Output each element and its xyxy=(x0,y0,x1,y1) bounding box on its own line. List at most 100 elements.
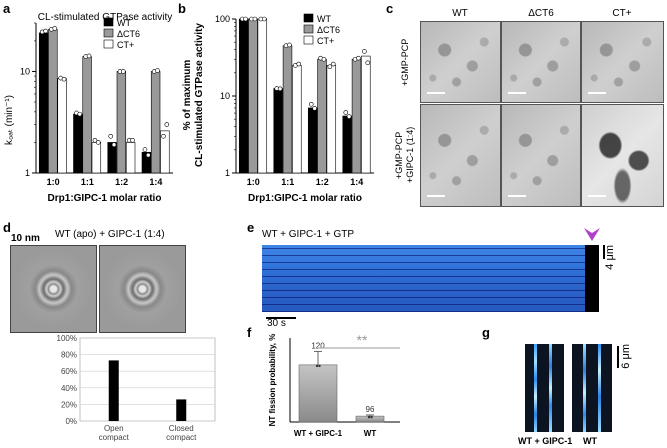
bar-CT+-1:0 xyxy=(257,18,268,174)
data-point xyxy=(346,114,352,119)
bar-ΔCT6-1:0 xyxy=(48,29,58,174)
legend-label-2: CT+ xyxy=(117,40,134,50)
y-tick-label: 20% xyxy=(61,400,77,409)
data-point xyxy=(92,137,98,143)
data-point xyxy=(61,76,67,82)
data-point xyxy=(145,152,151,158)
bar-ΔCT6-1:2 xyxy=(116,71,127,174)
y-tick-label: 60% xyxy=(61,367,77,376)
panel-label-f: f xyxy=(247,325,252,340)
chart-a-ylabel: k₀ₐₜ (min⁻¹) xyxy=(4,95,15,145)
bar-WT-1:1 xyxy=(73,113,83,174)
x-tick-label: 1:0 xyxy=(47,177,60,187)
data-point xyxy=(367,415,371,419)
data-point xyxy=(164,122,170,127)
data-point xyxy=(130,137,135,143)
data-point xyxy=(243,16,248,22)
magenta-arrowhead-icon xyxy=(584,228,600,241)
scale-bar-4um-label: 4 μm xyxy=(604,245,616,270)
bar-CT+-1:2 xyxy=(326,65,337,174)
bar-ΔCT6-1:1 xyxy=(82,56,92,174)
scale-bar-6um-label: 6 μm xyxy=(620,344,632,369)
bar-CT+-1:4 xyxy=(160,130,170,174)
data-point xyxy=(86,53,92,59)
em-col-dct6: ΔCT6 xyxy=(528,8,554,19)
bar-1 xyxy=(176,399,187,421)
em-col-ctplus: CT+ xyxy=(612,8,632,19)
panel-label-a: a xyxy=(3,1,11,16)
bar-WT-1:2 xyxy=(307,107,318,174)
y-tick-label: 1 xyxy=(25,168,30,178)
panel-label-e: e xyxy=(247,220,255,235)
em-image-wt-gipc1 xyxy=(420,104,501,207)
chart-a-title: CL-stimulated GTPase activity xyxy=(38,12,173,23)
em-image-wt-gmppcp xyxy=(420,21,501,103)
bar-ΔCT6-1:4 xyxy=(351,58,362,174)
data-point xyxy=(312,106,317,111)
data-point xyxy=(95,140,101,145)
x-tick-label: 1:2 xyxy=(316,177,329,187)
y-tick-label: 40% xyxy=(61,384,77,393)
bar-0 xyxy=(108,360,119,421)
chart-f: NT fission probability, % 120 WT + GIPC-1 9… xyxy=(268,332,400,438)
data-point xyxy=(330,61,336,67)
bar-WT-1:4 xyxy=(141,151,152,174)
fluorescence-label-wt-gipc1: WT + GIPC-1 xyxy=(518,436,573,446)
legend-label-1: ΔCT6 xyxy=(317,25,340,35)
x-tick-label: 1:0 xyxy=(247,177,260,187)
bar-CT+-1:1 xyxy=(91,142,102,174)
kymograph-black-end xyxy=(585,245,599,312)
legend-label-1: ΔCT6 xyxy=(117,29,140,39)
fluorescence-image-wt xyxy=(572,344,612,432)
legend-label-2: CT+ xyxy=(317,36,334,46)
legend-swatch-2 xyxy=(303,35,314,45)
bar-WT-1:0 xyxy=(38,32,49,174)
chart-b-ylabel-line1: % of maximum xyxy=(182,60,193,131)
data-point xyxy=(356,55,361,61)
data-point xyxy=(365,60,371,66)
chart-d-frame xyxy=(79,337,216,422)
legend-label-0: WT xyxy=(117,18,131,28)
data-point xyxy=(308,102,314,107)
x-tick-label-0: WT + GIPC-1 xyxy=(294,429,343,438)
bar-CT+-1:1 xyxy=(292,65,302,174)
x-axis-label: Drp1:GIPC-1 molar ratio xyxy=(248,193,362,204)
data-point xyxy=(370,415,373,419)
em-col-wt: WT xyxy=(452,8,468,19)
bar-WT-1:2 xyxy=(107,142,117,174)
legend-swatch-2 xyxy=(103,39,114,49)
data-point xyxy=(321,56,327,62)
panel-label-b: b xyxy=(178,1,186,16)
bar-WT-1:4 xyxy=(342,115,352,174)
x-tick-label: 1:4 xyxy=(350,177,363,187)
x-tick-label-1: WT xyxy=(364,429,377,438)
em-image-dct6-gipc1 xyxy=(501,104,581,207)
data-point xyxy=(120,69,126,74)
scale-bar-30s xyxy=(266,317,296,319)
kymograph-title: WT + GIPC-1 + GTP xyxy=(262,229,355,240)
legend-swatch-1 xyxy=(303,24,314,34)
data-point xyxy=(43,28,48,34)
y-tick-label: 100 xyxy=(215,14,230,24)
bar-CT+-1:2 xyxy=(125,142,136,174)
data-point xyxy=(327,64,333,70)
bar-0 xyxy=(298,364,338,423)
x-tick-label: 1:4 xyxy=(149,177,162,187)
x-tick-label: 1:1 xyxy=(81,177,94,187)
bar-ΔCT6-1:0 xyxy=(248,18,258,174)
scale-bar-6um xyxy=(617,346,619,368)
chart-a: CL-stimulated GTPase activity k₀ₐₜ (min⁻¹… xyxy=(4,12,173,204)
data-point xyxy=(315,364,319,368)
x-tick-label: 1:1 xyxy=(281,177,294,187)
chart-d: 100%80%60%40%20%0%OpencompactClosedcompa… xyxy=(57,334,216,442)
em-image-dct6-gmppcp xyxy=(501,21,581,103)
em-image-ctplus-gipc1 xyxy=(581,104,664,207)
n-label-1: 96 xyxy=(366,405,375,414)
x-tick-label-0-line1: Open xyxy=(104,424,124,433)
em-row2-label: +GMP-PCP +GIPC-1 (1:4) xyxy=(394,126,415,184)
bar-WT-1:1 xyxy=(273,88,283,174)
chart-b-ylabel-line2: CL-stimulated GTPase activity xyxy=(194,23,205,167)
legend-label-0: WT xyxy=(317,14,331,24)
y-tick-label: 10 xyxy=(20,66,30,76)
bar-CT+-1:4 xyxy=(361,55,371,174)
